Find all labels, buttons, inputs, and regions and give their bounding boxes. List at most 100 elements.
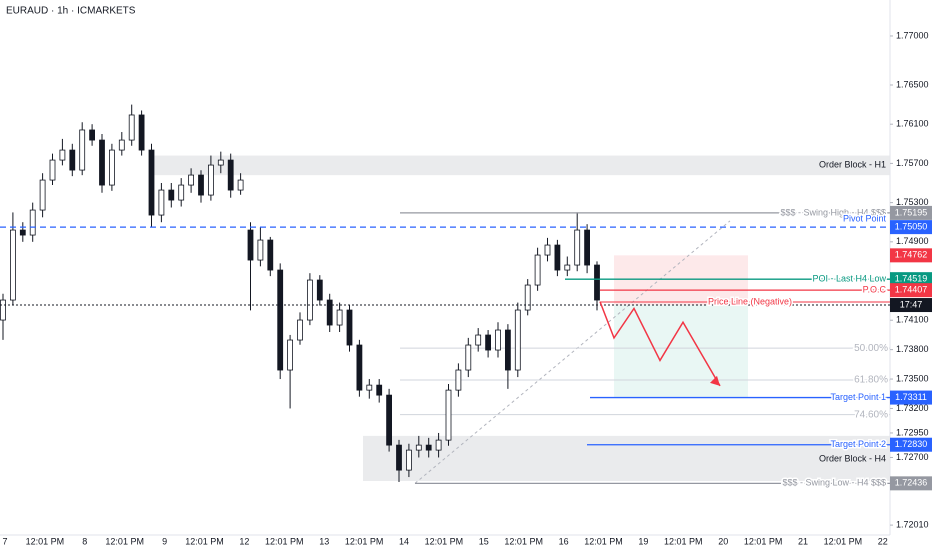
order-block-label: Order Block - H4 (819, 453, 886, 463)
price-box-label: 1.75195 (895, 207, 928, 217)
order-block (152, 155, 890, 176)
candle-body (0, 299, 6, 321)
x-tick-label: 12:01 PM (664, 536, 703, 546)
candle-body (217, 159, 224, 166)
candle-body (386, 394, 393, 446)
candle-body (89, 129, 95, 141)
price-box (890, 248, 932, 263)
price-box-label: 1.72436 (895, 478, 928, 488)
target-zone (614, 305, 748, 398)
price-box (890, 437, 932, 452)
candle-body (534, 254, 541, 286)
candle-body (188, 174, 195, 186)
order-block (363, 435, 890, 481)
y-tick-label: 1.74900 (896, 236, 929, 246)
candle-body (405, 449, 412, 471)
candle-body (554, 244, 561, 271)
candle-body (79, 129, 86, 171)
candle-body (297, 319, 303, 341)
projection-path (599, 301, 721, 387)
y-tick-label: 1.72950 (896, 427, 929, 437)
candle-body (9, 229, 16, 301)
x-tick-label: 7 (2, 536, 7, 546)
candle-body (109, 149, 115, 186)
candle-body (366, 384, 373, 391)
candle-body (39, 179, 46, 211)
y-tick-label: 1.72010 (896, 519, 929, 529)
candle-body (465, 344, 472, 371)
x-tick-label: 12:01 PM (824, 536, 863, 546)
price-box-label: 1.73311 (895, 392, 927, 402)
candle-body (69, 149, 76, 171)
x-tick-label: 12:01 PM (185, 536, 224, 546)
y-tick-label: 1.73200 (896, 403, 929, 413)
candle-body (594, 264, 600, 301)
price-box (890, 476, 932, 491)
candle-body (485, 334, 492, 351)
level-label: Pivot Point (843, 213, 887, 223)
chart-title: EURAUD · 1h · ICMARKETS (6, 6, 136, 17)
candle-body (574, 229, 581, 266)
fib-label: 50.00% (854, 343, 888, 354)
x-tick-label: 20 (718, 536, 728, 546)
candle-body (207, 164, 214, 196)
fib-label: 74.60% (854, 409, 888, 420)
candle-body (267, 239, 274, 271)
level-label: Target Point 2 (830, 439, 886, 449)
y-tick-label: 1.73500 (896, 373, 929, 383)
candle-body (475, 334, 482, 346)
x-tick-label: 21 (798, 536, 808, 546)
fib-label: 61.80% (854, 375, 888, 386)
price-box-label: 1.74519 (895, 274, 928, 284)
candle-body (336, 309, 343, 326)
candle-body (564, 264, 571, 271)
candle-body (118, 139, 125, 151)
candle-body (277, 269, 284, 371)
y-tick-label: 1.75300 (896, 197, 929, 207)
candle-body (326, 299, 333, 326)
x-tick-label: 8 (82, 536, 87, 546)
candle-body (356, 344, 363, 391)
candle-body (544, 244, 551, 256)
candle-body (415, 444, 422, 451)
candle-body (306, 279, 313, 321)
price-box (890, 205, 932, 220)
level-label: Target Point 1 (830, 392, 886, 402)
candle-body (227, 159, 234, 191)
x-tick-label: 16 (559, 536, 569, 546)
x-tick-label: 12:01 PM (265, 536, 304, 546)
candle-body (158, 189, 165, 216)
candle-body (237, 179, 244, 191)
candle-body (99, 139, 105, 186)
x-tick-label: 12 (239, 536, 249, 546)
candle-body (178, 184, 185, 201)
price-line-label: Price Line (Negative) (708, 296, 792, 306)
price-box-label: 1.72830 (895, 439, 928, 449)
price-box-label: 1.74762 (895, 250, 928, 260)
x-tick-label: 12:01 PM (345, 536, 384, 546)
y-tick-label: 1.76100 (896, 119, 929, 129)
x-tick-label: 9 (162, 536, 167, 546)
candle-body (495, 329, 501, 351)
candle-body (148, 149, 155, 216)
y-tick-label: 1.73800 (896, 344, 929, 354)
projection-arrowhead (710, 375, 720, 386)
candle-body (396, 444, 402, 471)
x-tick-label: 12:01 PM (744, 536, 783, 546)
x-tick-label: 12:01 PM (105, 536, 144, 546)
candle-body (128, 114, 135, 141)
candle-body (584, 229, 590, 266)
candle-body (445, 389, 452, 441)
price-box (890, 220, 932, 235)
price-box (890, 390, 932, 405)
order-block-label: Order Block - H1 (819, 160, 886, 170)
candle-body (514, 309, 521, 371)
price-box-label: 17:47 (900, 299, 923, 309)
x-tick-label: 12:01 PM (425, 536, 464, 546)
candle-body (257, 239, 264, 261)
x-tick-label: 12:01 PM (504, 536, 543, 546)
y-tick-label: 1.74100 (896, 315, 929, 325)
x-tick-label: 12:01 PM (26, 536, 65, 546)
y-tick-label: 1.75700 (896, 158, 929, 168)
